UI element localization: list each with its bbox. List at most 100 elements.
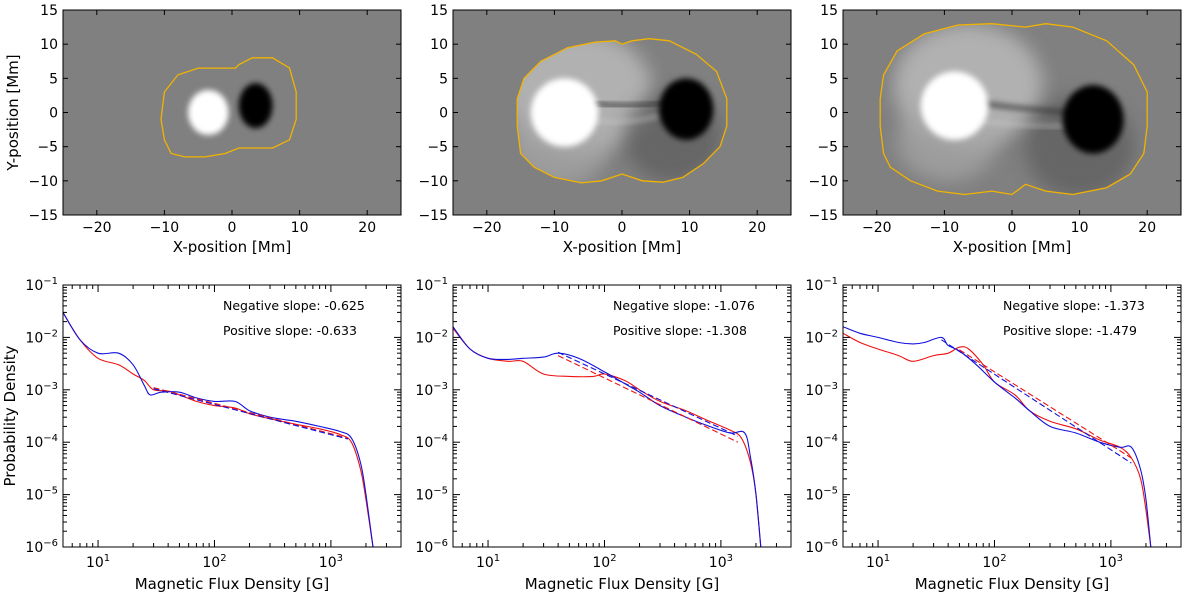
x-axis-label: Magnetic Flux Density [G] [135,575,330,593]
x-axis-label: X-position [Mm] [953,238,1071,256]
x-tick-label: 10 [291,220,309,236]
x-axis-label: X-position [Mm] [563,238,681,256]
negative-slope-annotation: Negative slope: -1.076 [613,298,755,313]
x-tick-label: 101 [476,553,500,571]
x-tick-label: 10 [681,220,699,236]
positive-slope-annotation: Positive slope: -1.308 [613,323,747,338]
positive-slope-annotation: Positive slope: -0.633 [223,323,357,338]
x-tick-label: −20 [472,220,502,236]
y-tick-label: 5 [829,71,838,87]
negative-polarity-region [1062,85,1124,154]
x-axis-label: Magnetic Flux Density [G] [525,575,720,593]
y-tick-label: 5 [49,71,58,87]
y-tick-label: −15 [808,208,838,224]
series-negative-fit [153,387,349,439]
y-tick-label: −5 [817,140,838,156]
y-tick-label: 5 [439,71,448,87]
y-tick-label: 10 [820,37,838,53]
y-tick-label: −10 [28,174,58,190]
pdf-panel-bottom-right: 10−6 10−5 10−4 10−3 10−2 10−1 101 102 103 Negativ… [805,276,1182,593]
y-tick-label: 10−6 [805,538,838,556]
y-tick-label: 10−6 [25,538,58,556]
field-contour [879,23,1148,196]
y-tick-label: 15 [820,3,838,19]
x-tick-label: 20 [358,220,376,236]
x-tick-label: 0 [618,220,627,236]
series-negative-fit [959,349,1132,459]
field-background [63,10,401,215]
y-tick-label: 10−1 [805,276,838,294]
x-tick-label: 20 [748,220,766,236]
pdf-panel-bottom-left: 10−6 10−5 10−4 10−3 10−2 10−1 101 102 103 Negativ… [1,276,402,593]
x-tick-label: 20 [1138,220,1156,236]
x-tick-label: −20 [82,220,112,236]
series-positive [843,326,1152,547]
y-tick-label: 10−4 [25,433,58,451]
x-tick-label: 102 [982,553,1006,571]
x-tick-label: 102 [202,553,226,571]
y-tick-label: 15 [430,3,448,19]
x-tick-label: 102 [592,553,616,571]
y-tick-label: 10−3 [415,381,448,399]
y-tick-label: −10 [808,174,838,190]
y-tick-label: 10−5 [415,486,448,504]
y-tick-label: 10−4 [805,433,838,451]
y-tick-label: 0 [49,106,58,122]
y-tick-label: 10−4 [415,433,448,451]
field-contour [160,57,297,158]
y-tick-label: −15 [418,208,448,224]
y-tick-label: 10−5 [25,486,58,504]
y-tick-label: 10−3 [25,381,58,399]
x-tick-label: 103 [709,553,733,571]
positive-polarity-region [530,78,599,147]
pdf-panel-bottom-middle: 10−6 10−5 10−4 10−3 10−2 10−1 101 102 103 Negativ… [415,276,792,593]
y-tick-label: 10−1 [415,276,448,294]
x-tick-label: 0 [228,220,237,236]
axes-frame [842,284,1182,548]
y-tick-label: 10 [430,37,448,53]
x-tick-label: 101 [86,553,110,571]
heatmap-panel-top-left: −20 −10 0 10 20 15 10 5 0 −5 −10 −15 X-position [Mm]… [4,3,402,256]
y-tick-label: −15 [28,208,58,224]
series-positive-fit [153,388,349,440]
y-tick-label: −5 [37,140,58,156]
plot-area [453,285,791,547]
positive-polarity-region [920,71,989,140]
negative-slope-annotation: Negative slope: -0.625 [223,298,365,313]
x-tick-label: 103 [319,553,343,571]
positive-polarity-region [188,89,229,136]
y-axis-label: Y-position [Mm] [4,54,22,171]
x-tick-label: 103 [1099,553,1123,571]
x-tick-label: 101 [866,553,890,571]
y-tick-label: −10 [418,174,448,190]
heatmap-panel-top-right: −20 −10 0 10 20 15 10 5 0 −5 −10 −15 X-position [Mm] [808,3,1182,256]
x-tick-label: 10 [1071,220,1089,236]
series-positive-fit [557,351,739,437]
x-tick-label: −10 [930,220,960,236]
series-positive-fit [941,339,1132,464]
x-tick-label: −10 [540,220,570,236]
y-tick-label: 10−2 [805,328,838,346]
x-tick-label: −10 [150,220,180,236]
x-axis-label: Magnetic Flux Density [G] [915,575,1110,593]
heatmap-panel-top-middle: −20 −10 0 10 20 15 10 5 0 −5 −10 −15 X-position [Mm] [418,3,792,256]
y-tick-label: 10−2 [415,328,448,346]
positive-slope-annotation: Positive slope: -1.479 [1003,323,1137,338]
y-tick-label: 10−1 [25,276,58,294]
plot-area [63,285,401,547]
y-tick-label: 10−2 [25,328,58,346]
y-tick-label: 10 [40,37,58,53]
field-contour [516,38,728,184]
y-tick-label: 15 [40,3,58,19]
plot-area [843,285,1181,547]
negative-polarity-region [659,78,714,140]
y-tick-label: −5 [427,140,448,156]
axes-frame [452,284,792,548]
y-tick-label: 10−6 [415,538,448,556]
x-axis-label: X-position [Mm] [173,238,291,256]
negative-slope-annotation: Negative slope: -1.373 [1003,298,1145,313]
negative-polarity-region [238,83,273,129]
y-tick-label: 10−3 [805,381,838,399]
y-tick-label: 0 [439,106,448,122]
